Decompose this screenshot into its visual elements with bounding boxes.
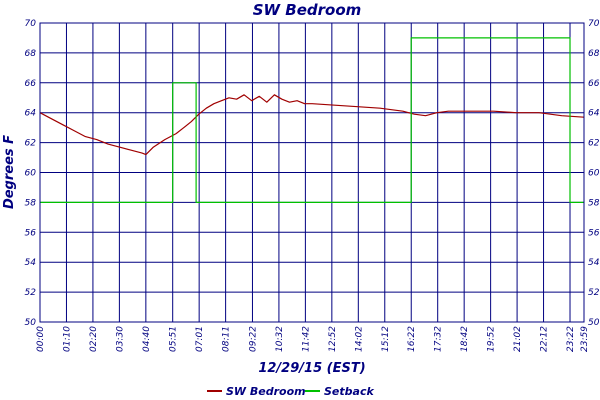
x-tick-label: 07:01 xyxy=(195,326,205,352)
x-tick-labels: 00:00 01:10 02:20 03:30 04:40 05:51 07:01 08:11… xyxy=(36,326,590,352)
y-tick-label-right: 64 xyxy=(588,109,600,119)
x-tick-label: 17:32 xyxy=(434,326,444,352)
x-tick-label: 23:22 xyxy=(566,326,576,352)
x-tick-label: 21:02 xyxy=(513,326,523,352)
x-axis-label: 12/29/15 (EST) xyxy=(258,361,365,376)
y-tick-label-left: 54 xyxy=(25,258,37,268)
y-tick-label-left: 60 xyxy=(25,169,37,179)
x-tick-label: 03:30 xyxy=(115,326,125,352)
x-tick-label: 00:00 xyxy=(36,326,46,352)
x-tick-label: 22:12 xyxy=(540,326,550,352)
legend-label: Setback xyxy=(324,385,374,398)
legend: SW Bedroom Setback xyxy=(207,385,374,398)
x-tick-label: 02:20 xyxy=(89,326,99,352)
y-tick-label-left: 56 xyxy=(25,228,37,238)
x-tick-label: 14:02 xyxy=(354,326,364,352)
series-line-sw-bedroom xyxy=(39,94,585,156)
y-tick-label-right: 62 xyxy=(588,139,600,149)
x-tick-label: 19:52 xyxy=(487,326,497,352)
y-tick-label-left: 52 xyxy=(25,288,37,298)
y-axis-label: Degrees F xyxy=(2,135,17,209)
y-tick-label-left: 62 xyxy=(25,139,37,149)
y-tick-label-left: 50 xyxy=(25,318,37,328)
y-tick-label-right: 56 xyxy=(588,228,600,238)
x-tick-label: 11:42 xyxy=(301,326,311,352)
x-tick-label: 08:11 xyxy=(222,326,232,352)
x-tick-label: 09:22 xyxy=(248,326,258,352)
x-tick-label: 18:42 xyxy=(460,326,470,352)
y-tick-labels-right: 50 52 54 56 58 60 62 64 66 68 70 xyxy=(588,19,600,328)
y-tick-label-right: 60 xyxy=(588,169,600,179)
series-line-setback xyxy=(40,37,584,203)
x-tick-label: 01:10 xyxy=(62,326,72,352)
y-tick-label-right: 52 xyxy=(588,288,600,298)
y-tick-label-right: 70 xyxy=(588,19,600,29)
y-tick-label-left: 58 xyxy=(25,198,37,208)
x-tick-label: 05:51 xyxy=(169,326,179,352)
x-tick-label: 10:32 xyxy=(275,326,285,352)
plot-frame xyxy=(39,22,585,323)
y-tick-label-right: 54 xyxy=(588,258,600,268)
y-tick-label-left: 64 xyxy=(25,109,37,119)
legend-label: SW Bedroom xyxy=(226,385,306,398)
y-tick-labels-left: 50 52 54 56 58 60 62 64 66 68 70 xyxy=(25,19,37,328)
x-tick-label: 12:52 xyxy=(328,326,338,352)
y-tick-label-left: 68 xyxy=(25,49,37,59)
y-tick-label-right: 50 xyxy=(588,318,600,328)
y-tick-label-right: 68 xyxy=(588,49,600,59)
grid xyxy=(39,22,585,323)
x-tick-label: 15:12 xyxy=(381,326,391,352)
x-tick-label: 04:40 xyxy=(142,326,152,352)
y-tick-label-left: 66 xyxy=(25,79,37,89)
y-tick-label-right: 58 xyxy=(588,198,600,208)
x-tick-label: 23:59 xyxy=(580,326,590,352)
y-tick-label-right: 66 xyxy=(588,79,600,89)
chart-title: SW Bedroom xyxy=(253,1,362,19)
y-tick-label-left: 70 xyxy=(25,19,37,29)
x-tick-label: 16:22 xyxy=(407,326,417,352)
series-layer xyxy=(39,37,585,203)
